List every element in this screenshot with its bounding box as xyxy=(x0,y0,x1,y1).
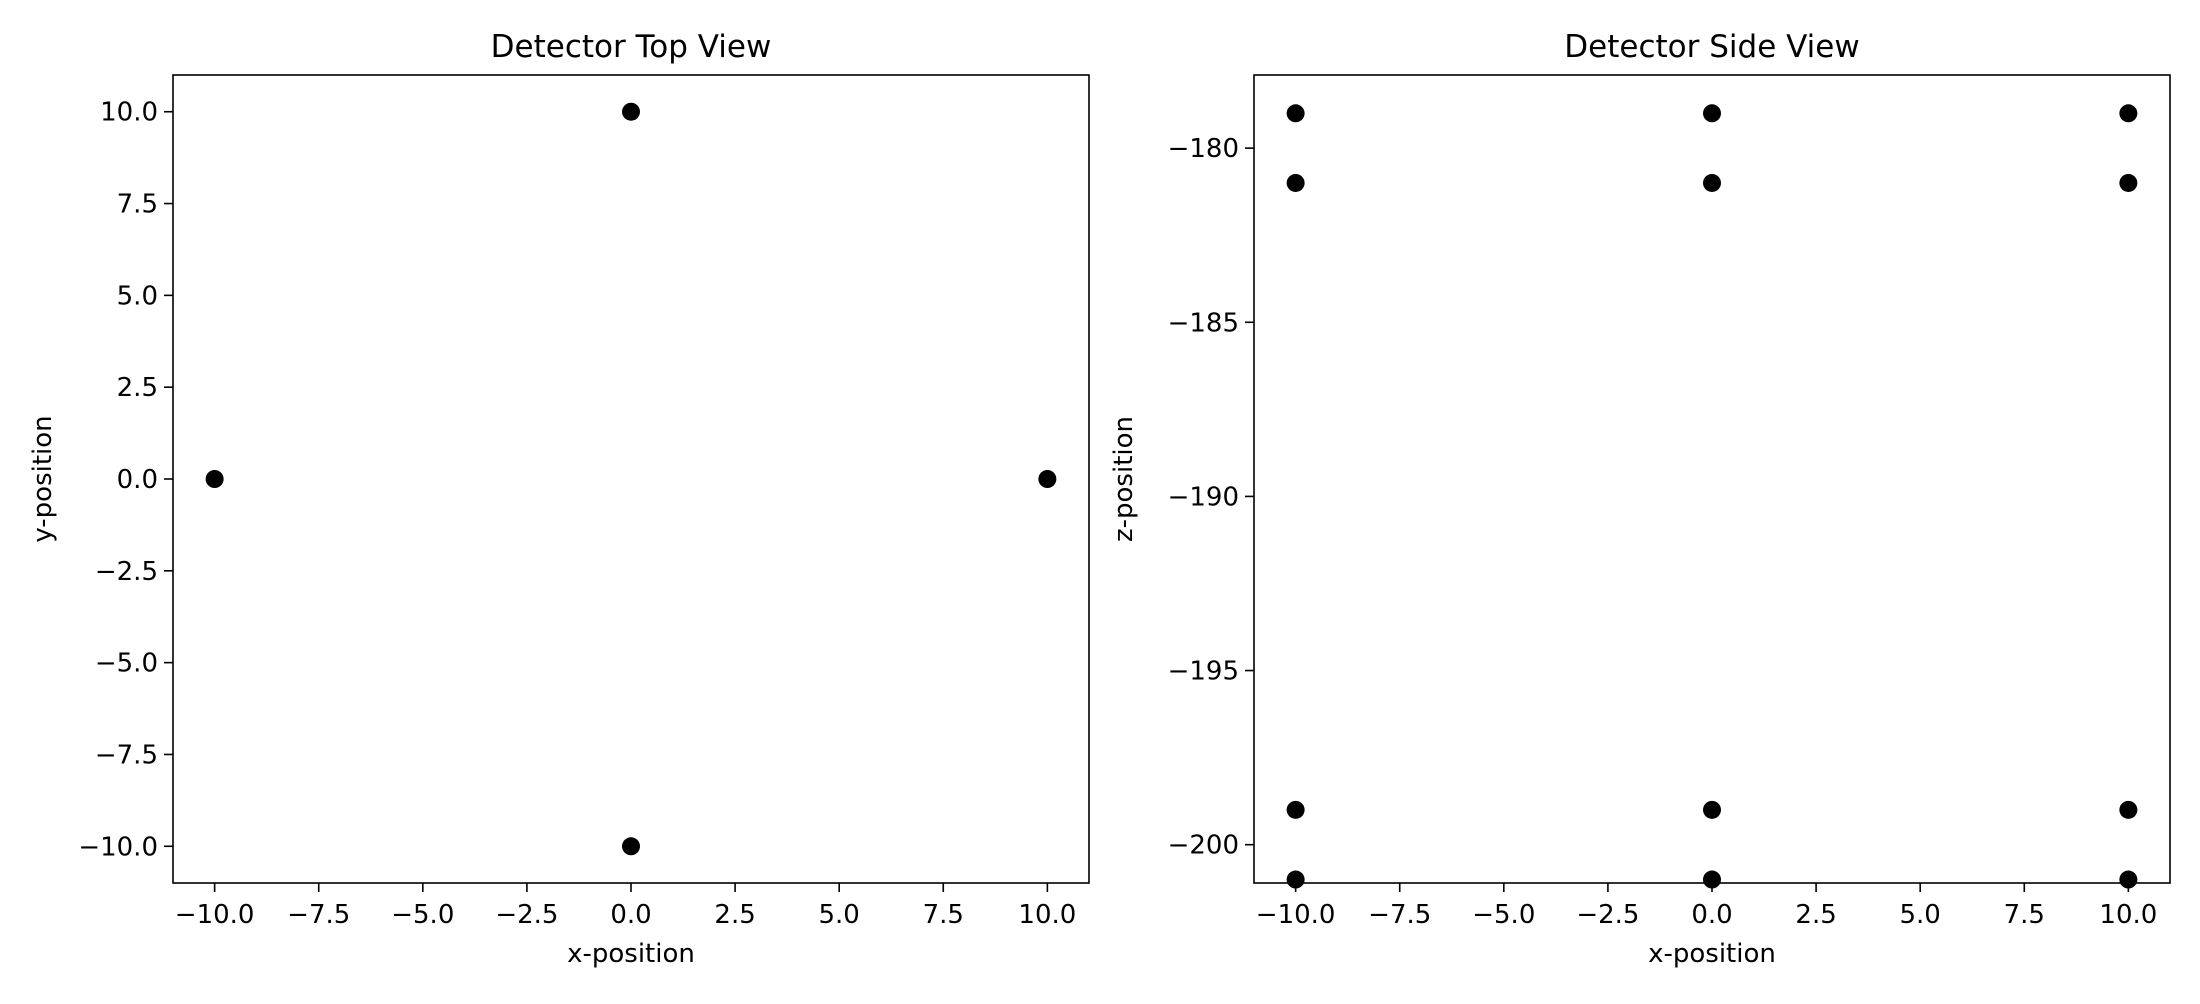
x-tick-label: 7.5 xyxy=(923,900,964,930)
data-point xyxy=(2119,104,2138,123)
x-tick-label: −7.5 xyxy=(1368,900,1431,930)
data-point xyxy=(1703,800,1721,819)
y-tick-label: −7.5 xyxy=(95,740,158,770)
x-tick-label: 10.0 xyxy=(2099,900,2157,930)
data-point xyxy=(1286,104,1305,123)
chart-panel-1: Detector Top View −10.0 −7.5 −5.0 −2.5 0.0 2.5… xyxy=(28,29,1090,969)
data-point xyxy=(622,837,640,856)
y-tick-label: −195 xyxy=(1168,657,1239,687)
plot-frame xyxy=(1253,74,2171,884)
data-point xyxy=(205,470,224,488)
x-tick-label: 0.0 xyxy=(610,900,651,930)
x-tick-label: −2.5 xyxy=(1576,900,1639,930)
data-point xyxy=(1286,870,1305,889)
y-tick-label: 7.5 xyxy=(117,190,158,220)
x-tick-label: −7.5 xyxy=(287,900,350,930)
x-axis-label: x-position xyxy=(567,939,695,969)
x-tick-label: −10.0 xyxy=(1256,900,1336,930)
x-tick-label: 10.0 xyxy=(1018,900,1076,930)
y-tick-label: 5.0 xyxy=(117,281,158,311)
data-point xyxy=(1703,870,1721,889)
y-tick-label: −190 xyxy=(1168,482,1239,512)
y-tick-label: 0.0 xyxy=(117,465,158,495)
y-tick-label: −10.0 xyxy=(78,832,158,862)
y-axis-label: y-position xyxy=(28,415,58,542)
y-tick-label: −185 xyxy=(1168,308,1239,338)
chart-title: Detector Side View xyxy=(1564,29,1859,65)
plot-frame xyxy=(172,74,1090,884)
y-tick-label: −180 xyxy=(1168,134,1239,164)
y-tick-label: −5.0 xyxy=(95,649,158,679)
x-tick-label: −5.0 xyxy=(391,900,454,930)
x-tick-label: −5.0 xyxy=(1472,900,1535,930)
y-axis-label: z-position xyxy=(1109,416,1139,542)
x-tick-label: 0.0 xyxy=(1691,900,1732,930)
y-tick-label: 2.5 xyxy=(117,373,158,403)
data-point xyxy=(2119,173,2138,192)
data-point xyxy=(2119,870,2138,889)
chart-title: Detector Top View xyxy=(491,29,772,65)
x-tick-label: 5.0 xyxy=(1900,900,1941,930)
data-point xyxy=(1286,173,1305,192)
data-point xyxy=(1286,800,1305,819)
data-point xyxy=(2119,800,2138,819)
x-tick-label: −10.0 xyxy=(175,900,255,930)
x-tick-label: −2.5 xyxy=(495,900,558,930)
data-point xyxy=(1038,470,1057,488)
y-tick-label: −200 xyxy=(1168,831,1239,861)
chart-panel-2: Detector Side View −10.0 −7.5 −5.0 −2.5 0.0 2.… xyxy=(1109,29,2171,969)
x-tick-label: 2.5 xyxy=(714,900,755,930)
x-tick-label: 7.5 xyxy=(2004,900,2045,930)
y-tick-label: −2.5 xyxy=(95,557,158,587)
x-tick-label: 2.5 xyxy=(1795,900,1836,930)
x-axis-label: x-position xyxy=(1648,939,1776,969)
data-point xyxy=(622,102,640,121)
y-tick-label: 10.0 xyxy=(100,98,158,128)
x-tick-label: 5.0 xyxy=(819,900,860,930)
data-point xyxy=(1703,104,1721,123)
data-point xyxy=(1703,173,1721,192)
